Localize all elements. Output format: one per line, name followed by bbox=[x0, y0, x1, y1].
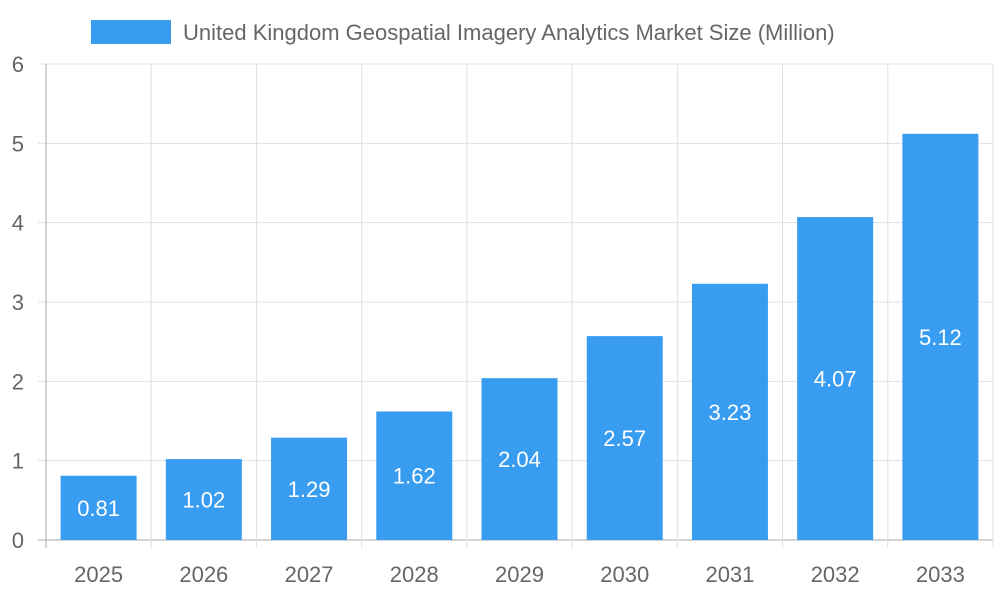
bar bbox=[797, 217, 874, 540]
data-label: 1.62 bbox=[393, 464, 436, 489]
data-label: 2.57 bbox=[603, 426, 646, 451]
x-tick-label: 2026 bbox=[179, 562, 228, 587]
x-tick-label: 2025 bbox=[74, 562, 123, 587]
x-tick-label: 2033 bbox=[916, 562, 965, 587]
data-label: 2.04 bbox=[498, 447, 541, 472]
y-tick-label: 6 bbox=[12, 52, 24, 77]
data-label: 1.29 bbox=[288, 477, 331, 502]
x-tick-label: 2029 bbox=[495, 562, 544, 587]
y-tick-label: 4 bbox=[12, 211, 24, 236]
legend-label: United Kingdom Geospatial Imagery Analyt… bbox=[183, 20, 835, 45]
bar bbox=[165, 459, 242, 540]
legend[interactable]: United Kingdom Geospatial Imagery Analyt… bbox=[91, 20, 835, 45]
legend-swatch bbox=[91, 20, 171, 44]
y-tick-label: 5 bbox=[12, 131, 24, 156]
bar bbox=[481, 378, 558, 540]
bar bbox=[271, 437, 348, 540]
y-tick-label: 0 bbox=[12, 528, 24, 553]
bar bbox=[691, 283, 768, 540]
data-label: 1.02 bbox=[182, 488, 225, 513]
bar bbox=[60, 475, 137, 540]
data-label: 5.12 bbox=[919, 325, 962, 350]
bar bbox=[586, 336, 663, 540]
x-tick-label: 2030 bbox=[600, 562, 649, 587]
x-tick-label: 2028 bbox=[390, 562, 439, 587]
data-label: 4.07 bbox=[814, 367, 857, 392]
x-tick-label: 2027 bbox=[285, 562, 334, 587]
x-tick-label: 2032 bbox=[811, 562, 860, 587]
bar bbox=[376, 411, 453, 540]
x-tick-label: 2031 bbox=[705, 562, 754, 587]
y-tick-label: 1 bbox=[12, 449, 24, 474]
data-label: 0.81 bbox=[77, 496, 120, 521]
bar bbox=[902, 133, 979, 540]
data-label: 3.23 bbox=[709, 400, 752, 425]
y-tick-label: 3 bbox=[12, 290, 24, 315]
y-tick-label: 2 bbox=[12, 369, 24, 394]
